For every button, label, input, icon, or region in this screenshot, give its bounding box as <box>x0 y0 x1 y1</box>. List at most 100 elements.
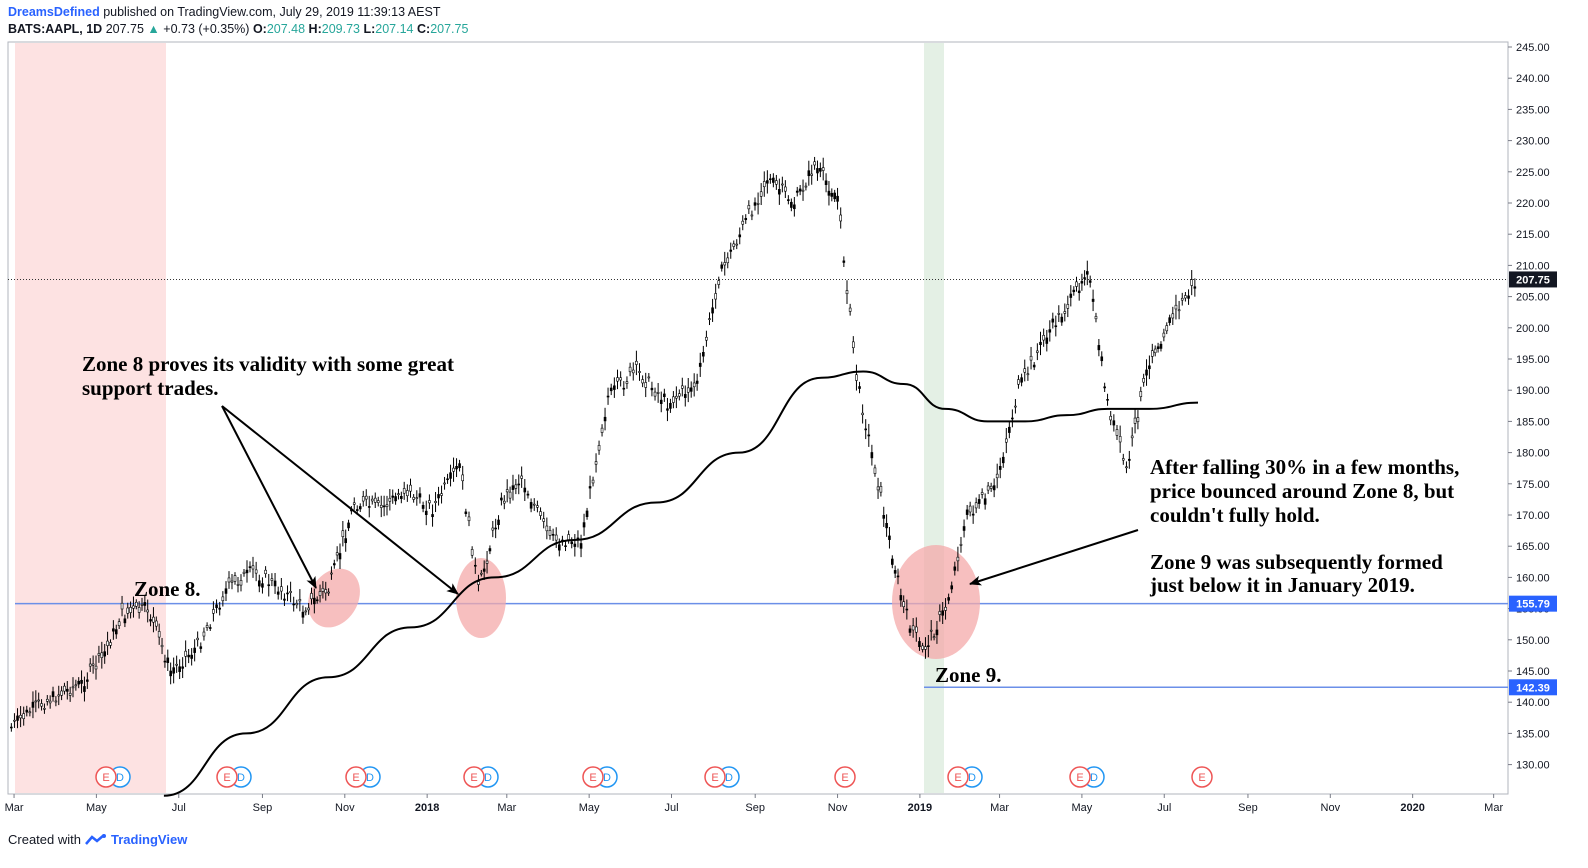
candle-body <box>464 511 468 514</box>
zone9-formation-circle <box>892 545 980 659</box>
candle-body <box>77 680 80 685</box>
earnings-marker-icon[interactable] <box>1069 766 1091 788</box>
y-tick-label: 185.00 <box>1516 416 1550 428</box>
candle-body <box>482 568 486 572</box>
zone9-note-line2: just below it in January 2019. <box>1149 573 1415 597</box>
earnings-marker-label: E <box>1076 772 1083 784</box>
dividend-marker-label: D <box>366 772 374 784</box>
x-tick-label: Mar <box>1484 802 1503 814</box>
candle-body <box>502 500 506 504</box>
candle-body <box>1032 364 1036 368</box>
candle-body <box>801 189 805 192</box>
y-tick-label: 235.00 <box>1516 104 1550 116</box>
arrow-to-circle-1 <box>221 405 317 589</box>
candle-body <box>1165 325 1169 332</box>
candle-body <box>106 640 109 646</box>
candle-body <box>494 527 497 530</box>
earnings-marker-label: E <box>711 772 718 784</box>
candle-body <box>1017 379 1020 385</box>
candle-body <box>1139 391 1143 398</box>
candle-body <box>117 621 121 627</box>
candle-body <box>1069 293 1073 298</box>
price-label-badge <box>1509 679 1557 696</box>
earnings-marker-icon[interactable] <box>947 766 969 788</box>
candle-body <box>680 385 684 389</box>
candle-body <box>418 493 422 498</box>
candle-body <box>542 518 546 522</box>
candle-body <box>896 575 900 578</box>
candle-body <box>373 497 377 503</box>
earnings-marker-icon[interactable] <box>582 766 604 788</box>
candle-body <box>28 711 32 714</box>
candle-body <box>184 650 187 657</box>
candle-body <box>1156 346 1160 349</box>
earnings-marker-label: E <box>352 772 359 784</box>
candle-body <box>732 243 736 247</box>
candle-body <box>870 452 874 459</box>
candle-body <box>370 498 374 502</box>
candle-body <box>364 495 368 500</box>
candle-body <box>508 491 512 499</box>
candle-body <box>367 506 371 508</box>
candle-body <box>772 177 775 183</box>
candle-body <box>650 387 654 391</box>
x-tick-label: Nov <box>335 802 355 814</box>
candle-body <box>1118 436 1122 443</box>
candle-body <box>394 496 397 502</box>
candle-body <box>505 489 509 493</box>
candle-body <box>1171 313 1175 319</box>
candle-body <box>126 607 130 614</box>
candle-body <box>1086 271 1089 275</box>
candle-body <box>224 588 228 594</box>
candle-body <box>473 564 477 567</box>
earnings-marker-icon[interactable] <box>95 766 117 788</box>
candle-body <box>1091 298 1095 302</box>
candle-body <box>947 597 950 601</box>
candle-body <box>911 625 915 631</box>
candle-body <box>1184 295 1187 299</box>
candle-body <box>431 514 434 518</box>
price-label-text: 155.79 <box>1516 599 1550 611</box>
candle-body <box>858 386 861 389</box>
candle-body <box>579 543 583 549</box>
candle-body <box>711 307 714 314</box>
price-labels: 207.75 155.79 142.39 <box>1509 271 1557 696</box>
candle-body <box>347 522 350 529</box>
candle-body <box>152 616 155 623</box>
red-highlight-zone <box>15 43 166 793</box>
author-name[interactable]: DreamsDefined <box>8 5 100 19</box>
candle-body <box>989 485 993 489</box>
candle-body <box>1042 335 1045 341</box>
candle-body <box>824 180 828 185</box>
candle-body <box>750 214 754 217</box>
candle-body <box>477 581 480 585</box>
candle-body <box>461 474 465 482</box>
dividend-marker-label: D <box>237 772 245 784</box>
earnings-marker-icon[interactable] <box>834 766 856 788</box>
earnings-marker-icon[interactable] <box>1191 766 1213 788</box>
earnings-marker-icon[interactable] <box>704 766 726 788</box>
candle-body <box>335 552 339 556</box>
candles <box>10 156 1197 732</box>
candle-body <box>659 399 663 404</box>
candle-body <box>851 341 855 348</box>
candle-body <box>956 556 960 562</box>
candle-body <box>178 666 181 672</box>
candle-body <box>205 625 209 629</box>
y-tick-label: 200.00 <box>1516 323 1550 335</box>
candle-body <box>341 530 345 537</box>
candle-body <box>123 618 127 624</box>
x-tick-label: Nov <box>828 802 848 814</box>
earnings-marker-icon[interactable] <box>463 766 485 788</box>
candle-body <box>816 168 819 174</box>
candle-body <box>1145 369 1148 376</box>
zone8-label: Zone 8. <box>134 577 201 601</box>
tradingview-brand[interactable]: TradingView <box>110 832 188 847</box>
annotations: Zone 8 proves its validity with some gre… <box>82 352 1459 687</box>
earnings-marker-icon[interactable] <box>216 766 238 788</box>
candle-body <box>292 603 295 606</box>
candle-body <box>944 606 947 611</box>
candle-body <box>567 534 570 541</box>
earnings-marker-icon[interactable] <box>345 766 367 788</box>
